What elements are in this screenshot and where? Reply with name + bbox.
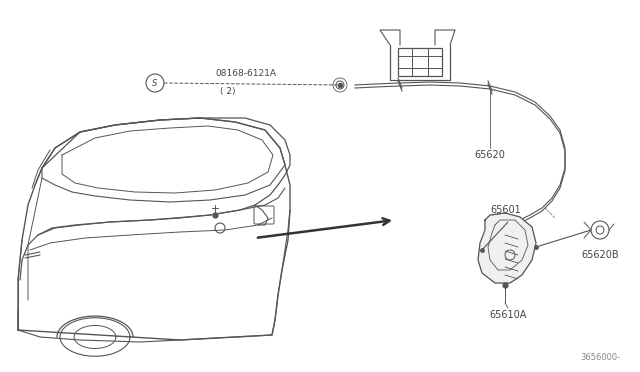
Polygon shape: [478, 213, 536, 283]
Text: 65620B: 65620B: [581, 250, 619, 260]
Text: 65610A: 65610A: [490, 310, 527, 320]
Text: 65620: 65620: [475, 150, 506, 160]
Text: S: S: [152, 78, 157, 87]
FancyBboxPatch shape: [254, 206, 274, 224]
Text: ( 2): ( 2): [220, 87, 236, 96]
Text: 08168-6121A: 08168-6121A: [215, 68, 276, 77]
FancyBboxPatch shape: [398, 48, 442, 76]
Text: 65601: 65601: [490, 205, 521, 215]
Text: 3656000-: 3656000-: [580, 353, 620, 362]
